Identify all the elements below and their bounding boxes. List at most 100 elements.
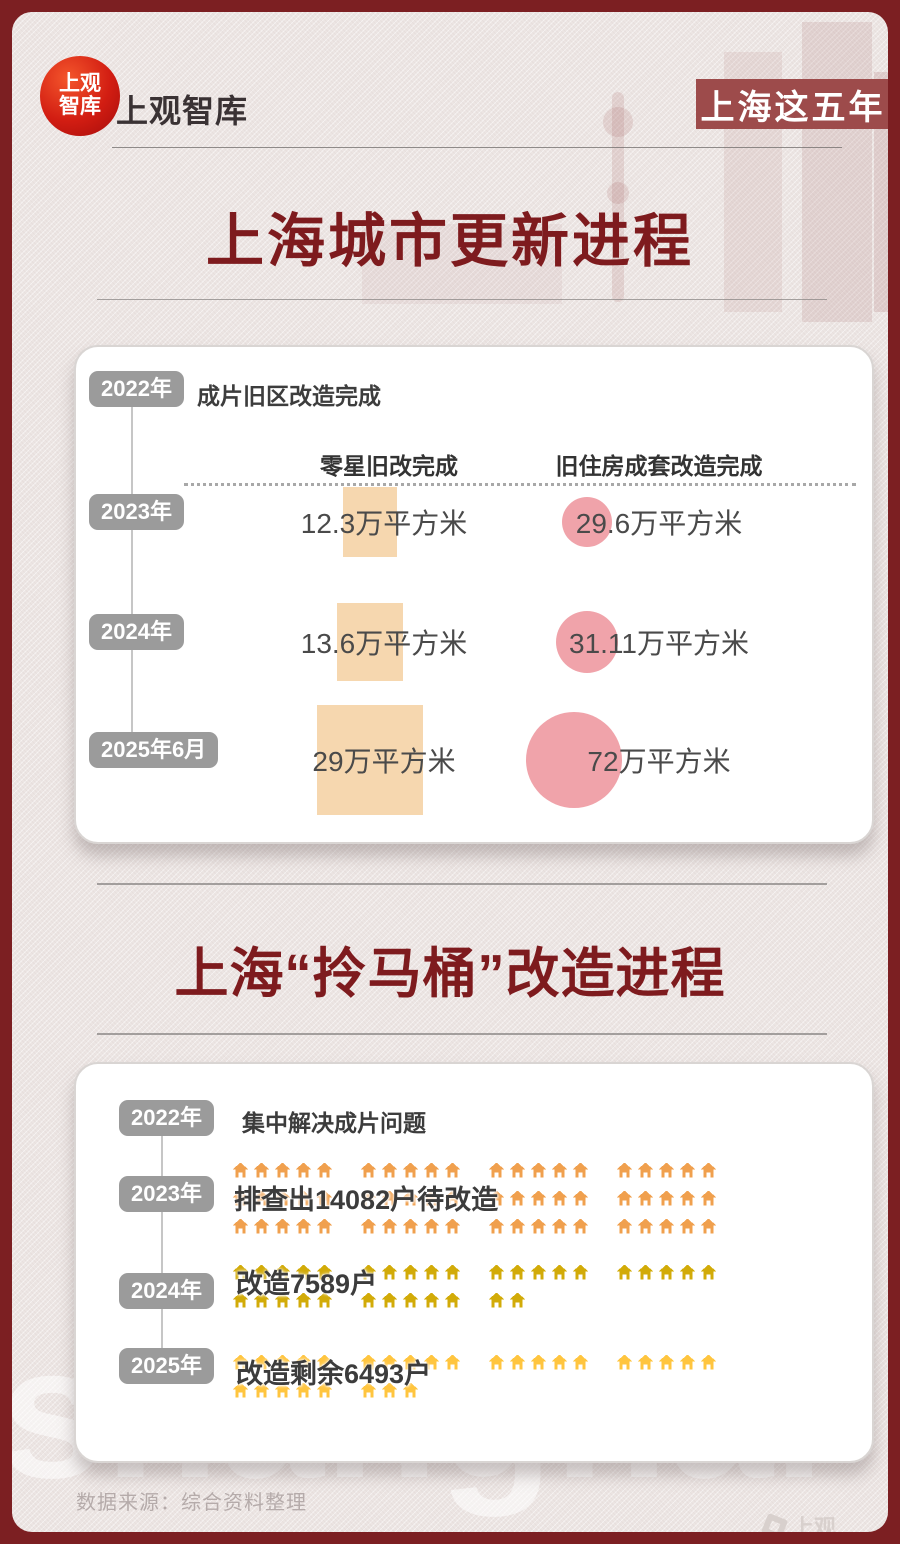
house-pictogram-block: [232, 1258, 717, 1314]
house-icon: [423, 1354, 440, 1370]
house-icon: [381, 1218, 398, 1234]
column-header-complete-sets: 旧住房成套改造完成: [555, 453, 763, 479]
logo-line-2: 智库: [59, 95, 101, 118]
house-icon: [253, 1218, 270, 1234]
toilet-timeline-row: 2022年 集中解决成片问题: [76, 1064, 872, 1461]
year-stat-label: 改造7589户: [236, 1269, 378, 1299]
house-icon: [572, 1190, 589, 1206]
house-icon: [572, 1218, 589, 1234]
section2-title: 上海“拎马桶”改造进程: [174, 944, 726, 1004]
house-icon: [616, 1162, 633, 1178]
house-icon: [488, 1190, 505, 1206]
house-icon: [551, 1354, 568, 1370]
house-icon: [360, 1292, 377, 1308]
house-icon: [658, 1218, 675, 1234]
house-icon: [274, 1162, 291, 1178]
section1-title: 上海城市更新进程: [205, 209, 694, 274]
house-icon: [295, 1382, 312, 1398]
house-icon: [360, 1190, 377, 1206]
house-icon: [530, 1190, 547, 1206]
house-icon: [274, 1354, 291, 1370]
house-icon: [295, 1264, 312, 1280]
house-icon: [572, 1264, 589, 1280]
house-icon: [658, 1264, 675, 1280]
house-icon: [423, 1190, 440, 1206]
year-2022-label: 成片旧区改造完成: [197, 383, 381, 409]
house-row: [232, 1376, 717, 1398]
house-icon: [253, 1354, 270, 1370]
observer-ring-icon: [760, 1512, 789, 1532]
year-badge: 2024年: [119, 1273, 214, 1309]
house-group: [360, 1264, 461, 1280]
year-badge: 2025年: [119, 1348, 214, 1384]
house-group: [232, 1264, 333, 1280]
toilet-timeline-row: 2024年 改造7589户: [76, 1064, 872, 1461]
house-row: [232, 1156, 717, 1178]
house-group: [488, 1264, 589, 1280]
house-icon: [274, 1292, 291, 1308]
house-icon: [402, 1162, 419, 1178]
complete-sets-value: 31.11万平方米: [569, 628, 749, 659]
house-icon: [423, 1218, 440, 1234]
house-icon: [381, 1162, 398, 1178]
house-group: [232, 1190, 333, 1206]
data-source-note: 数据来源：综合资料整理: [76, 1492, 307, 1514]
column-header-scattered: 零星旧改完成: [320, 453, 458, 479]
house-icon: [316, 1382, 333, 1398]
house-icon: [444, 1162, 461, 1178]
house-icon: [700, 1162, 717, 1178]
house-icon: [551, 1162, 568, 1178]
house-icon: [402, 1354, 419, 1370]
house-icon: [253, 1382, 270, 1398]
house-group: [616, 1264, 717, 1280]
house-icon: [360, 1264, 377, 1280]
house-icon: [700, 1190, 717, 1206]
house-group: [360, 1162, 461, 1178]
house-icon: [232, 1162, 249, 1178]
house-icon: [232, 1354, 249, 1370]
house-icon: [444, 1292, 461, 1308]
house-icon: [509, 1162, 526, 1178]
house-icon: [488, 1354, 505, 1370]
house-icon: [616, 1218, 633, 1234]
poster-background: shanghai 上观 智库 上观智库 上海这五年 上海城市更新进程 2022年…: [12, 12, 888, 1532]
house-group: [232, 1382, 333, 1398]
house-group: [360, 1292, 461, 1308]
house-icon: [444, 1264, 461, 1280]
complete-sets-value: 29.6万平方米: [575, 508, 743, 539]
house-group: [488, 1292, 526, 1308]
house-icon: [232, 1292, 249, 1308]
house-icon: [402, 1264, 419, 1280]
house-icon: [551, 1264, 568, 1280]
house-row: [232, 1348, 717, 1370]
year-stat-label: 改造剩余6493户: [236, 1359, 432, 1389]
house-row: [232, 1184, 717, 1206]
house-icon: [700, 1218, 717, 1234]
house-icon: [360, 1218, 377, 1234]
dotted-divider: [184, 483, 856, 486]
house-icon: [253, 1162, 270, 1178]
skyline-pearl-sphere: [603, 107, 633, 137]
year-badge: 2025年6月: [89, 732, 219, 768]
house-icon: [530, 1354, 547, 1370]
timeline-line: [161, 1136, 163, 1366]
house-icon: [232, 1190, 249, 1206]
house-icon: [637, 1162, 654, 1178]
house-icon: [402, 1218, 419, 1234]
section-divider-bottom: [97, 1033, 827, 1035]
brand-wordmark: 上观智库: [116, 93, 249, 129]
house-icon: [295, 1162, 312, 1178]
house-group: [232, 1354, 333, 1370]
house-pictogram-block: [232, 1156, 717, 1240]
house-icon: [295, 1292, 312, 1308]
year-stat-label: 集中解决成片问题: [242, 1110, 426, 1136]
house-icon: [551, 1218, 568, 1234]
header-divider: [112, 147, 842, 148]
house-group: [616, 1218, 717, 1234]
urban-renewal-card: 2022年 成片旧区改造完成 零星旧改完成 旧住房成套改造完成 2023年 12.…: [74, 345, 874, 844]
house-icon: [360, 1382, 377, 1398]
house-icon: [274, 1218, 291, 1234]
house-group: [360, 1382, 419, 1398]
house-icon: [444, 1218, 461, 1234]
